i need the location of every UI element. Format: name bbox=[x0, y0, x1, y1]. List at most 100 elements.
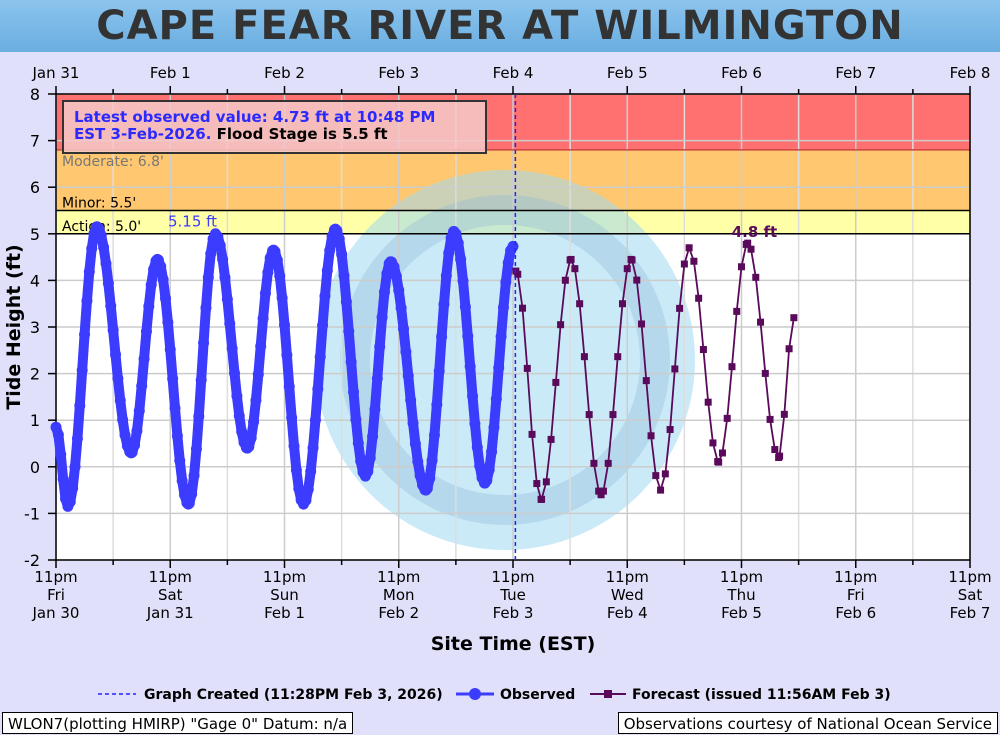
bottom-tick-label: 11pm bbox=[377, 568, 420, 586]
bottom-tick-label: 11pm bbox=[834, 568, 877, 586]
y-tick-label: -1 bbox=[24, 504, 40, 523]
observed-point bbox=[271, 254, 283, 266]
bottom-tick-label: 11pm bbox=[34, 568, 77, 586]
observed-point bbox=[457, 275, 469, 287]
observed-point bbox=[381, 268, 393, 280]
observed-point bbox=[293, 483, 305, 495]
observed-point bbox=[336, 248, 348, 260]
observed-point bbox=[371, 372, 383, 384]
forecast-point bbox=[561, 276, 569, 284]
bottom-tick-label: Mon bbox=[383, 586, 415, 604]
observed-point bbox=[309, 414, 321, 426]
observed-point bbox=[393, 284, 405, 296]
forecast-point bbox=[785, 345, 793, 353]
bottom-tick-label: Wed bbox=[611, 586, 644, 604]
flood-stage-text: Flood Stage is 5.5 ft bbox=[211, 125, 387, 143]
flood-label-minor: Minor: 5.5' bbox=[62, 196, 136, 212]
bottom-tick-label: 11pm bbox=[948, 568, 991, 586]
observed-point bbox=[319, 290, 331, 302]
observed-point bbox=[257, 313, 269, 325]
observed-point bbox=[414, 470, 426, 482]
forecast-point bbox=[761, 369, 769, 377]
observed-point bbox=[390, 270, 402, 282]
observed-point bbox=[352, 437, 364, 449]
forecast-point bbox=[704, 398, 712, 406]
observed-point bbox=[140, 326, 152, 338]
observed-point bbox=[76, 364, 88, 376]
forecast-point bbox=[671, 365, 679, 373]
forecast-point bbox=[557, 321, 565, 329]
observed-point bbox=[169, 402, 181, 414]
observed-point bbox=[119, 429, 131, 441]
observed-point bbox=[481, 474, 493, 486]
observed-point bbox=[281, 349, 293, 361]
observed-point bbox=[426, 454, 438, 466]
bottom-tick-label: 11pm bbox=[263, 568, 306, 586]
forecast-point bbox=[771, 446, 779, 454]
observed-point bbox=[205, 248, 217, 260]
observed-point bbox=[321, 265, 333, 277]
observed-point bbox=[143, 300, 155, 312]
y-axis-title: Tide Height (ft) bbox=[3, 244, 25, 409]
bottom-tick-label: Fri bbox=[47, 586, 65, 604]
observed-point bbox=[100, 257, 112, 269]
observed-point bbox=[110, 349, 122, 361]
observed-point bbox=[312, 383, 324, 395]
chart-title: CAPE FEAR RIVER AT WILMINGTON bbox=[0, 0, 1000, 52]
observed-point bbox=[290, 464, 302, 476]
forecast-point bbox=[642, 377, 650, 385]
observed-point bbox=[338, 270, 350, 282]
forecast-point bbox=[680, 260, 688, 268]
top-tick-label: Feb 6 bbox=[721, 64, 762, 82]
observed-point bbox=[114, 395, 126, 407]
forecast-point bbox=[690, 257, 698, 265]
observed-point bbox=[112, 372, 124, 384]
latest-value-line1: Latest observed value: 4.73 ft at 10:48 … bbox=[74, 108, 435, 126]
observed-point bbox=[198, 337, 210, 349]
forecast-point bbox=[633, 276, 641, 284]
legend-forecast-marker bbox=[604, 690, 612, 698]
bottom-tick-label: Tue bbox=[499, 586, 526, 604]
forecast-point bbox=[695, 294, 703, 302]
observed-point bbox=[221, 293, 233, 305]
observed-point bbox=[500, 276, 512, 288]
observed-point bbox=[255, 340, 267, 352]
observed-point bbox=[145, 279, 157, 291]
forecast-point bbox=[514, 270, 522, 278]
observed-point bbox=[471, 441, 483, 453]
forecast-point bbox=[538, 495, 546, 503]
bottom-tick-label: Feb 2 bbox=[378, 604, 419, 622]
observed-point bbox=[162, 316, 174, 328]
observed-point bbox=[459, 301, 471, 313]
top-tick-label: Feb 7 bbox=[835, 64, 876, 82]
forecast-point bbox=[585, 411, 593, 419]
observed-point bbox=[395, 302, 407, 314]
observed-point bbox=[105, 300, 117, 312]
observed-point bbox=[288, 440, 300, 452]
observed-point bbox=[345, 356, 357, 368]
observed-point bbox=[245, 432, 257, 444]
observed-point bbox=[438, 298, 450, 310]
observed-point bbox=[467, 390, 479, 402]
observed-point bbox=[279, 319, 290, 331]
bottom-tick-label: Fri bbox=[847, 586, 865, 604]
observed-point bbox=[243, 441, 255, 453]
forecast-point bbox=[790, 314, 798, 322]
forecast-point bbox=[733, 307, 741, 315]
observed-point bbox=[362, 465, 374, 477]
y-tick-label: 1 bbox=[30, 411, 40, 430]
observed-point bbox=[79, 328, 91, 340]
y-tick-label: 6 bbox=[30, 178, 40, 197]
observed-point bbox=[374, 341, 386, 353]
forecast-point bbox=[547, 435, 555, 443]
observed-point bbox=[286, 412, 298, 424]
forecast-point bbox=[567, 255, 575, 263]
observed-point bbox=[224, 317, 236, 329]
observed-point bbox=[71, 433, 83, 445]
y-tick-label: 2 bbox=[30, 365, 40, 384]
observed-point bbox=[52, 429, 64, 441]
bottom-tick-label: 11pm bbox=[149, 568, 192, 586]
observed-point bbox=[174, 455, 186, 467]
forecast-point bbox=[699, 346, 707, 354]
